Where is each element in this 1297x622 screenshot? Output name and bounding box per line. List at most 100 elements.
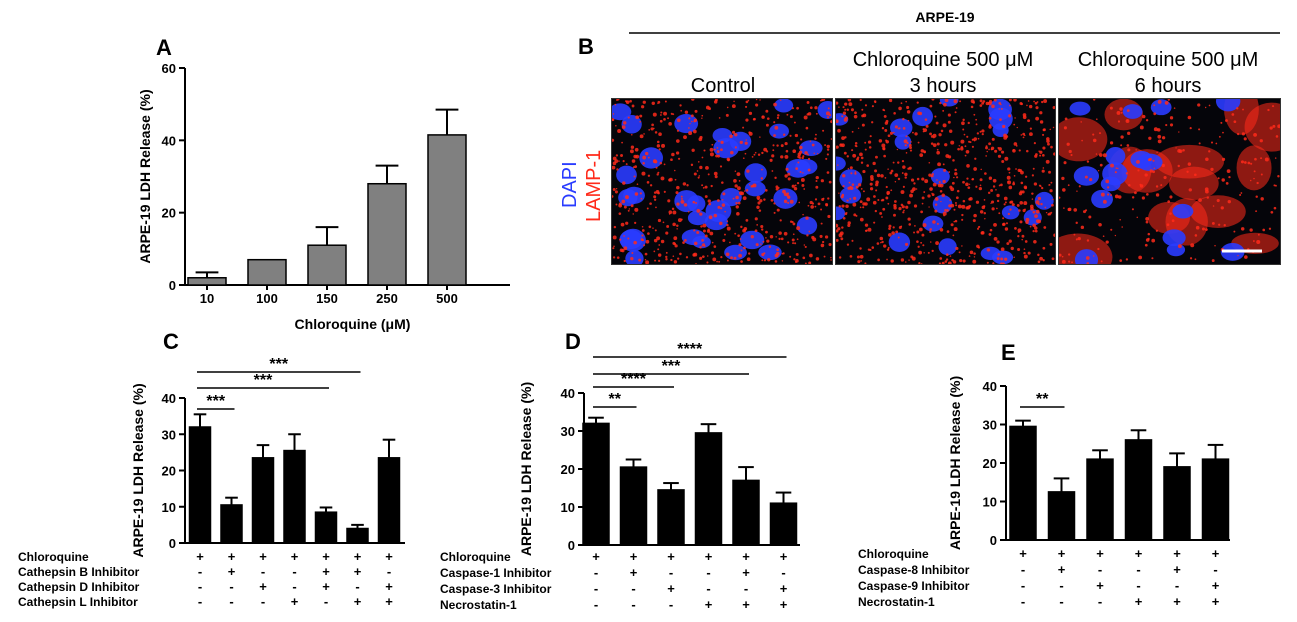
lamp1-puncta xyxy=(1165,123,1168,127)
lamp1-puncta xyxy=(1194,258,1197,261)
lamp1-puncta xyxy=(1148,136,1152,140)
lamp1-puncta xyxy=(1031,174,1034,177)
lamp1-puncta xyxy=(1008,114,1012,118)
lamp1-puncta xyxy=(898,106,902,111)
lamp1-puncta xyxy=(857,183,862,187)
lamp1-puncta xyxy=(1151,238,1156,243)
lamp1-puncta xyxy=(936,179,938,181)
lamp1-puncta xyxy=(772,149,775,152)
lamp1-puncta xyxy=(674,178,677,181)
lamp1-puncta xyxy=(639,114,643,118)
lamp1-puncta xyxy=(879,236,884,241)
lamp1-puncta xyxy=(724,210,726,213)
lamp1-puncta xyxy=(1114,171,1117,174)
lamp1-puncta xyxy=(673,236,678,241)
lamp1-puncta xyxy=(1105,240,1109,244)
lamp1-puncta xyxy=(726,106,729,109)
lamp1-puncta xyxy=(985,155,988,157)
lamp1-puncta xyxy=(820,222,823,225)
lamp1-puncta xyxy=(986,150,988,153)
lamp1-puncta xyxy=(1035,209,1040,214)
lamp1-puncta xyxy=(631,252,634,254)
lamp1-puncta xyxy=(1046,142,1050,146)
lamp1-puncta xyxy=(668,210,673,215)
lamp1-puncta xyxy=(1063,207,1065,209)
lamp1-puncta xyxy=(618,160,620,162)
y-tick-label: 20 xyxy=(983,456,997,471)
lamp1-puncta xyxy=(952,260,957,264)
lamp1-puncta xyxy=(793,121,796,124)
lamp1-puncta xyxy=(1195,225,1200,230)
x-tick-label: 100 xyxy=(256,291,278,306)
lamp1-puncta xyxy=(1188,188,1192,192)
lamp1-puncta xyxy=(626,100,628,103)
lamp1-puncta xyxy=(1119,259,1123,263)
lamp1-puncta xyxy=(918,250,922,255)
nucleus xyxy=(692,235,711,249)
lamp1-puncta xyxy=(883,244,887,248)
lamp1-puncta xyxy=(1177,244,1182,249)
lamp1-puncta xyxy=(685,256,689,259)
lamp1-puncta xyxy=(1032,223,1036,228)
y-axis-title: ARPE-19 LDH Release (%) xyxy=(518,382,534,556)
lamp1-puncta xyxy=(823,255,826,258)
bar xyxy=(1009,425,1037,541)
lamp1-puncta xyxy=(836,119,839,124)
lamp1-puncta xyxy=(826,116,830,119)
lamp1-puncta xyxy=(735,195,739,200)
lamp1-puncta xyxy=(792,233,795,236)
lamp1-puncta xyxy=(943,102,947,107)
lamp1-puncta xyxy=(1253,177,1255,180)
lamp1-puncta xyxy=(1009,208,1012,211)
lamp1-puncta xyxy=(1225,182,1229,185)
lamp1-puncta xyxy=(612,161,617,166)
lamp1-puncta xyxy=(843,151,847,155)
lamp1-puncta xyxy=(740,260,743,263)
lamp1-puncta xyxy=(647,232,650,235)
lamp1-puncta xyxy=(1001,150,1005,154)
lamp1-puncta xyxy=(1043,99,1048,103)
lamp1-puncta xyxy=(1045,211,1048,214)
lamp1-puncta xyxy=(763,198,766,201)
lamp1-puncta xyxy=(820,208,823,211)
lamp1-puncta xyxy=(1041,186,1044,190)
lamp1-puncta xyxy=(675,151,680,155)
y-tick-label: 0 xyxy=(568,538,575,553)
lamp1-puncta xyxy=(841,136,845,141)
lamp1-puncta xyxy=(734,133,738,137)
lamp1-puncta xyxy=(766,239,770,243)
nucleus xyxy=(619,229,643,250)
lamp1-puncta xyxy=(883,114,887,118)
lamp1-puncta xyxy=(973,256,976,258)
bar xyxy=(377,457,401,544)
lamp1-puncta xyxy=(1161,136,1166,140)
stain-label-lamp1: LAMP-1 xyxy=(583,150,605,222)
lamp1-puncta xyxy=(1175,147,1177,149)
lamp1-puncta xyxy=(1080,121,1082,123)
lamp1-puncta xyxy=(1269,126,1273,130)
lamp1-puncta xyxy=(799,170,802,174)
lamp1-puncta xyxy=(963,133,966,136)
lamp1-puncta xyxy=(1109,106,1113,110)
lamp1-puncta xyxy=(973,252,976,255)
lamp1-puncta xyxy=(972,101,976,104)
y-tick-label: 40 xyxy=(983,379,997,394)
lamp1-puncta xyxy=(618,212,622,215)
lamp1-puncta xyxy=(1169,123,1174,127)
lamp1-puncta xyxy=(1225,119,1228,122)
lamp1-puncta xyxy=(900,190,905,195)
lamp1-puncta xyxy=(847,223,851,228)
lamp1-puncta xyxy=(979,99,983,103)
lamp1-puncta xyxy=(1241,132,1246,136)
lamp1-puncta xyxy=(808,230,811,233)
lamp1-puncta xyxy=(1037,219,1042,224)
lamp1-puncta xyxy=(647,174,651,177)
lamp1-puncta xyxy=(971,138,975,141)
lamp1-puncta xyxy=(1013,142,1018,146)
lamp1-puncta xyxy=(1177,148,1182,153)
lamp1-puncta xyxy=(906,105,910,110)
lamp1-puncta xyxy=(794,184,797,187)
lamp1-puncta xyxy=(921,202,924,205)
lamp1-puncta xyxy=(680,218,683,221)
lamp1-puncta xyxy=(860,156,864,160)
